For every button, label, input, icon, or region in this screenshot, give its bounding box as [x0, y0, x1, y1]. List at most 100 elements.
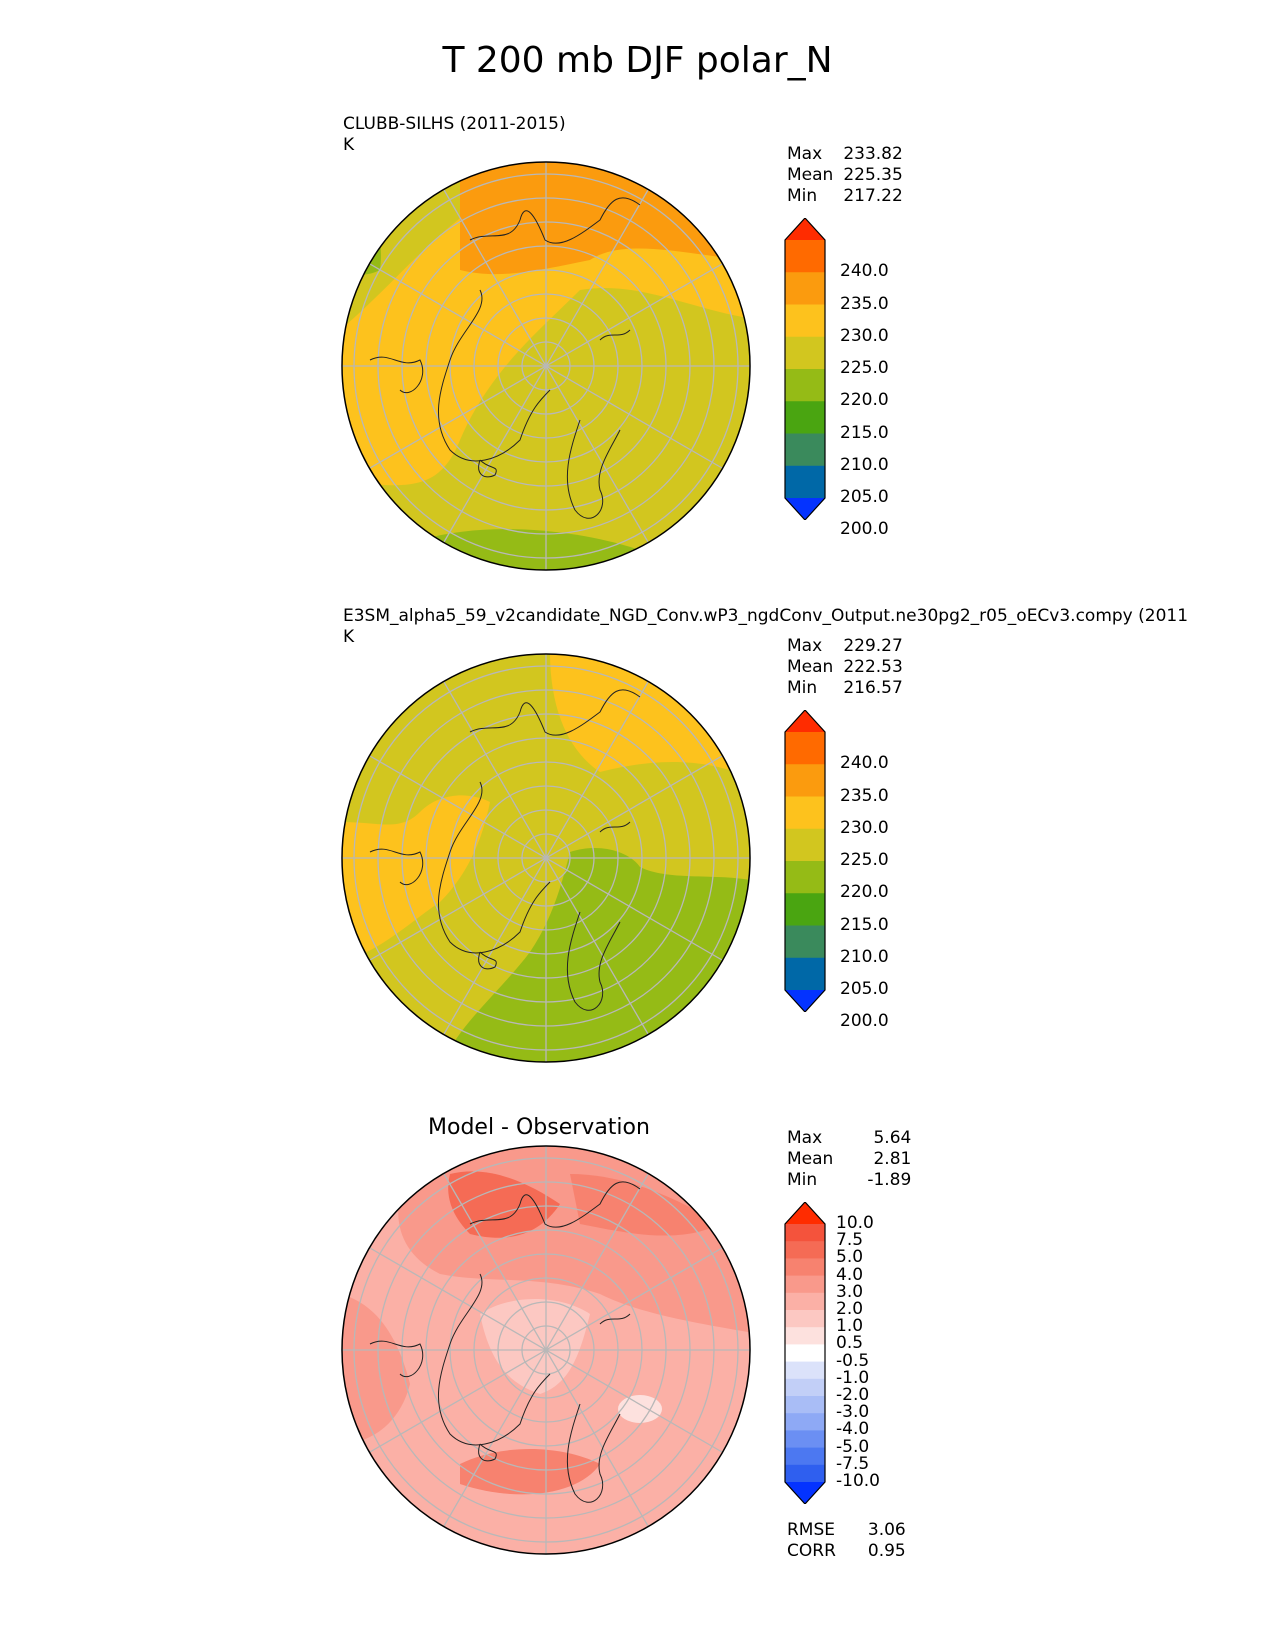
colorbar-tick-label: -5.0 [836, 1436, 870, 1457]
colorbar-top-extension [785, 218, 825, 240]
panel1-max: 233.82 [843, 144, 903, 164]
colorbar-tick-label: 200.0 [840, 1011, 889, 1032]
colorbar-tick-label: -7.5 [836, 1453, 870, 1474]
colorbar-tick-label: 210.0 [840, 454, 889, 475]
colorbar-segment [785, 1447, 825, 1466]
colorbar-tick-label: -4.0 [836, 1419, 870, 1440]
colorbar-tick-label: 220.0 [840, 882, 889, 903]
map1-green-nw [342, 180, 381, 275]
map1-graticule [342, 162, 750, 570]
panel3-min: -1.89 [867, 1170, 912, 1190]
colorbar-segment [785, 1413, 825, 1431]
panel2-stats: Max 229.27 Mean 222.53 Min 216.57 [787, 636, 903, 698]
colorbar-tick-label: 10.0 [836, 1213, 874, 1233]
panel3-title: Model - Observation [428, 1115, 650, 1140]
colorbar-tick-label: 225.0 [840, 850, 889, 870]
map3-boundary [341, 1145, 751, 1555]
colorbar-segment [785, 1464, 825, 1483]
colorbar-segment [785, 1344, 825, 1363]
map2-coastlines [369, 689, 641, 1011]
panel3-mean: 2.81 [873, 1149, 912, 1169]
colorbar-segment [785, 336, 825, 370]
map3-max-region [448, 1171, 560, 1238]
panel3-max: 5.64 [873, 1128, 912, 1148]
panel1-units: K [343, 135, 355, 155]
colorbar-bottom-extension [785, 990, 825, 1012]
colorbar-tick-label: 3.0 [836, 1281, 864, 1302]
colorbar-segment [785, 1275, 825, 1294]
colorbar-top-extension [785, 710, 825, 732]
colorbar-tick-label: 0.5 [836, 1333, 864, 1354]
colorbar-segment [785, 240, 825, 273]
map3-west-region [342, 1294, 410, 1444]
map3-graticule [342, 1146, 750, 1554]
colorbar-tick-label: 4.0 [836, 1264, 864, 1285]
colorbar-segment [785, 764, 825, 797]
colorbar-segment [785, 732, 825, 765]
colorbar-segment [785, 957, 825, 991]
panel3-metrics: RMSE 3.06 CORR 0.95 [787, 1520, 906, 1561]
map3-cool-sw [380, 1524, 440, 1554]
colorbar-bottom-extension [785, 498, 825, 520]
colorbar-segment [785, 433, 825, 467]
colorbar-tick-label: -0.5 [836, 1350, 870, 1371]
colorbar-segment [785, 1224, 825, 1242]
colorbar-tick-label: 205.0 [840, 979, 889, 999]
colorbar-tick-label: 235.0 [840, 293, 889, 314]
colorbar-segment [785, 304, 825, 338]
colorbar-segment [785, 1396, 825, 1414]
colorbar-tick-label: -10.0 [836, 1471, 880, 1491]
map2-graticule [342, 654, 750, 1062]
map1-boundary [341, 161, 751, 571]
panel3-rmse: 3.06 [867, 1520, 906, 1540]
colorbar-segment [785, 828, 825, 862]
colorbar-segment [785, 1258, 825, 1277]
colorbar-segment [785, 1378, 825, 1397]
colorbar-segment [785, 369, 825, 402]
colorbar-tick-label: -3.0 [836, 1402, 870, 1423]
panel1-min: 217.22 [843, 186, 903, 206]
colorbar-tick-label: -2.0 [836, 1385, 870, 1405]
colorbar-tick-label: 230.0 [840, 325, 889, 346]
panel1-colorbar [784, 218, 826, 520]
colorbar-tick-label: 215.0 [840, 914, 889, 935]
colorbar-tick-label: 205.0 [840, 487, 889, 507]
colorbar-tick-label: 240.0 [840, 261, 889, 282]
figure-title: T 200 mb DJF polar_N [442, 40, 833, 81]
panel3-stats: Max 5.64 Mean 2.81 Min -1.89 [787, 1128, 912, 1190]
panel3-polar-map [341, 1145, 751, 1555]
colorbar-outline [784, 1202, 826, 1504]
panel2-mean: 222.53 [843, 657, 903, 677]
colorbar-segment [785, 1241, 825, 1259]
colorbar-segment [785, 272, 825, 305]
colorbar-segment [785, 1361, 825, 1380]
colorbar-segment [785, 1292, 825, 1311]
colorbar-segment [785, 1430, 825, 1449]
panel2-polar-map [341, 653, 751, 1063]
panel3-colorbar [784, 1202, 826, 1504]
colorbar-tick-label: 200.0 [840, 519, 889, 540]
colorbar-segment [785, 861, 825, 894]
colorbar-tick-label: 230.0 [840, 817, 889, 838]
colorbar-tick-label: 220.0 [840, 390, 889, 411]
colorbar-top-extension [785, 1202, 825, 1224]
colorbar-segment [785, 401, 825, 434]
map1-coastlines [369, 197, 641, 519]
colorbar-tick-label: 210.0 [840, 946, 889, 967]
map2-boundary [341, 653, 751, 1063]
colorbar-tick-label: 225.0 [840, 358, 889, 378]
panel2-units: K [343, 627, 355, 647]
map3-weak-region [618, 1395, 662, 1423]
map3-south-warm [460, 1449, 600, 1495]
panel1-mean: 225.35 [843, 165, 903, 185]
colorbar-segment [785, 1327, 825, 1345]
panel2-colorbar [784, 710, 826, 1012]
colorbar-segment [785, 925, 825, 959]
colorbar-bottom-extension [785, 1482, 825, 1504]
panel1-label: CLUBB-SILHS (2011-2015) [343, 114, 566, 134]
colorbar-outline [784, 710, 826, 1012]
colorbar-segment [785, 796, 825, 830]
panel1-stats: Max 233.82 Mean 225.35 Min 217.22 [787, 144, 903, 206]
colorbar-tick-label: 5.0 [836, 1247, 864, 1268]
colorbar-outline [784, 218, 826, 520]
